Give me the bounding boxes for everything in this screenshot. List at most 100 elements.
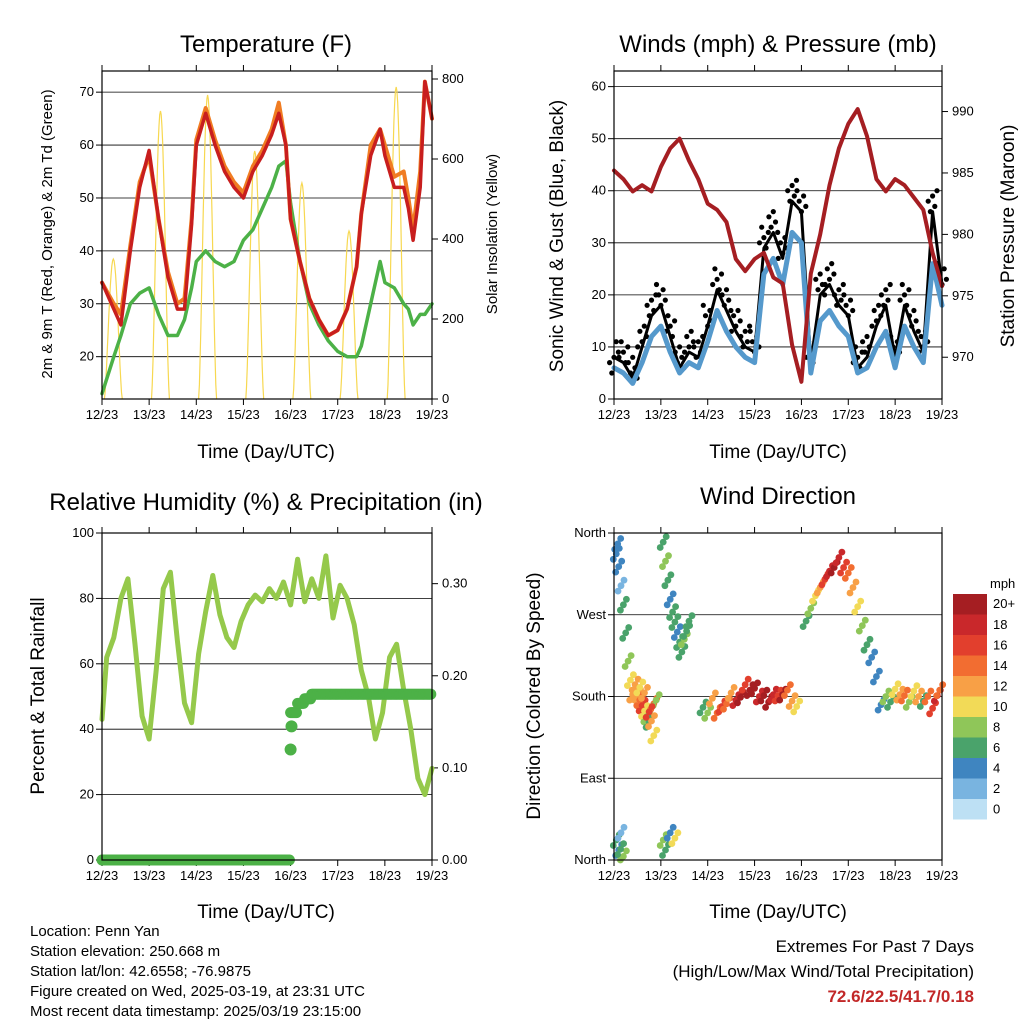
gust-point bbox=[860, 339, 866, 345]
gust-point bbox=[862, 349, 868, 355]
x-tick-label: 14/23 bbox=[691, 868, 724, 883]
direction-point bbox=[666, 829, 674, 837]
rh-line bbox=[99, 553, 435, 798]
gust-point bbox=[607, 360, 613, 366]
gust-point bbox=[829, 261, 835, 267]
x-tick-label: 18/23 bbox=[369, 407, 402, 422]
direction-point bbox=[666, 595, 674, 603]
y-tick-label: 50 bbox=[80, 190, 94, 205]
y-tick-label: West bbox=[577, 607, 607, 622]
y2-tick-label: 990 bbox=[952, 104, 974, 119]
direction-point bbox=[790, 708, 798, 716]
direction-point bbox=[669, 823, 677, 831]
legend-label: 4 bbox=[993, 760, 1000, 775]
x-tick-label: 13/23 bbox=[645, 868, 678, 883]
y-tick-label: 30 bbox=[592, 235, 606, 250]
direction-point bbox=[924, 693, 932, 700]
direction-point bbox=[926, 710, 933, 718]
direction-point bbox=[712, 689, 719, 697]
gust-point bbox=[744, 339, 751, 345]
direction-point bbox=[676, 623, 684, 630]
gust-point bbox=[723, 287, 730, 293]
pressure-line bbox=[612, 107, 944, 384]
gust-point bbox=[815, 287, 821, 293]
extremes-values: 72.6/22.5/41.7/0.18 bbox=[827, 987, 974, 1006]
legend-title: mph bbox=[990, 576, 1015, 591]
direction-point bbox=[785, 703, 793, 710]
gust-point bbox=[660, 287, 666, 293]
gust-point bbox=[688, 328, 694, 334]
y-tick-label: 0 bbox=[87, 852, 94, 867]
direction-point bbox=[614, 834, 622, 842]
direction-point bbox=[661, 582, 669, 590]
gust-point bbox=[620, 349, 627, 355]
gust-point bbox=[737, 318, 743, 324]
gust-point bbox=[613, 339, 619, 345]
wind-direction-panel: Wind Direction Direction (Colored By Spe… bbox=[524, 483, 1015, 923]
x-tick-label: 13/23 bbox=[133, 868, 166, 883]
direction-point bbox=[617, 582, 625, 590]
gust-point bbox=[656, 292, 662, 298]
x-tick-label: 19/23 bbox=[926, 407, 959, 422]
direction-point bbox=[639, 678, 647, 686]
direction-point bbox=[823, 573, 830, 580]
gust-point bbox=[772, 219, 779, 225]
direction-point bbox=[852, 578, 860, 586]
gust-point bbox=[789, 182, 795, 189]
direction-point bbox=[631, 696, 638, 704]
y-tick-label: North bbox=[574, 525, 606, 540]
x-tick-label: 14/23 bbox=[180, 868, 213, 883]
direction-point bbox=[901, 692, 908, 699]
gust-point bbox=[813, 276, 819, 282]
direction-point bbox=[655, 691, 663, 699]
gust-point bbox=[794, 188, 800, 194]
direction-point bbox=[841, 575, 849, 582]
wind-ylabel: Sonic Wind & Gust (Blue, Black) bbox=[547, 100, 568, 372]
y2-tick-label: 0.00 bbox=[442, 852, 467, 867]
direction-point bbox=[832, 559, 840, 567]
gust-point bbox=[793, 177, 800, 183]
direction-point bbox=[701, 714, 709, 722]
x-tick-label: 12/23 bbox=[86, 407, 119, 422]
extremes-heading: Extremes For Past 7 Days bbox=[775, 937, 974, 956]
gust-point bbox=[679, 354, 685, 360]
y2-tick-label: 0.30 bbox=[442, 576, 467, 591]
legend-label: 8 bbox=[993, 719, 1000, 734]
y-tick-label: 80 bbox=[80, 590, 94, 605]
legend-swatch bbox=[953, 655, 987, 676]
recent-timestamp: Most recent data timestamp: 2025/03/19 2… bbox=[30, 1003, 362, 1020]
wind-panel: Winds (mph) & Pressure (mb) Sonic Wind &… bbox=[547, 31, 1019, 463]
y-tick-label: 20 bbox=[592, 287, 606, 302]
y2-tick-label: 970 bbox=[952, 349, 974, 364]
direction-point bbox=[888, 691, 896, 699]
gust-point bbox=[710, 281, 716, 288]
precip-point bbox=[285, 720, 298, 733]
direction-point bbox=[847, 564, 855, 571]
direction-points bbox=[609, 533, 947, 864]
direction-point bbox=[754, 679, 761, 687]
direction-point bbox=[849, 584, 857, 591]
gust-point bbox=[897, 297, 903, 303]
direction-point bbox=[781, 692, 788, 699]
x-tick-label: 15/23 bbox=[738, 868, 771, 883]
solar-pulse bbox=[292, 180, 312, 400]
direction-point bbox=[648, 703, 656, 710]
legend-label: 18 bbox=[993, 617, 1007, 632]
direction-point bbox=[647, 737, 655, 745]
y-tick-label: East bbox=[580, 770, 606, 785]
direction-point bbox=[879, 698, 887, 706]
y-tick-label: 40 bbox=[80, 721, 94, 736]
gust-point bbox=[770, 209, 776, 215]
direction-point bbox=[933, 692, 941, 699]
wind-xlabel: Time (Day/UTC) bbox=[709, 442, 847, 463]
gust-point bbox=[796, 198, 802, 204]
direction-point bbox=[619, 635, 627, 642]
direction-point bbox=[641, 689, 648, 697]
direction-point bbox=[907, 693, 915, 700]
direction-point bbox=[861, 616, 869, 624]
direction-point bbox=[734, 699, 741, 707]
direction-point bbox=[916, 703, 924, 710]
gust-point bbox=[817, 271, 823, 277]
extremes-box: Extremes For Past 7 Days (High/Low/Max W… bbox=[673, 934, 974, 1009]
y2-tick-label: 975 bbox=[952, 288, 974, 303]
